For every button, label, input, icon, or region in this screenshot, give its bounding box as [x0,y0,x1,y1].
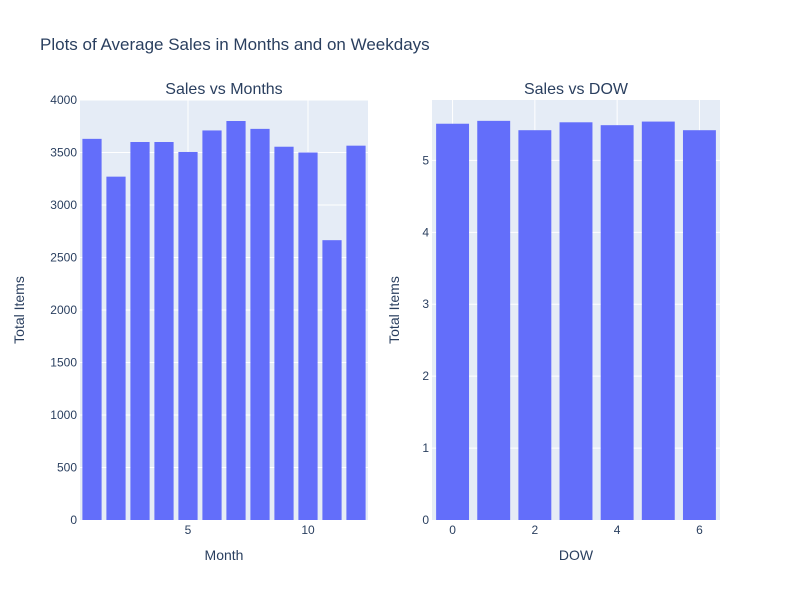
y-tick-label: 1 [422,441,429,455]
y-tick-label: 2000 [50,303,77,317]
y-tick-label: 500 [57,461,77,475]
subplot-sales-vs-months: Sales vs Months Month Total Items 0 500 10… [11,81,368,563]
bar[interactable] [130,142,150,520]
figure-title: Plots of Average Sales in Months and on … [40,35,430,54]
plot-area [432,100,720,520]
bar[interactable] [682,130,716,520]
y-tick-label: 0 [70,513,77,527]
bar[interactable] [346,145,366,521]
bar[interactable] [436,123,470,520]
bar[interactable] [274,146,294,520]
bar[interactable] [641,121,675,520]
x-tick-label: 5 [185,523,192,537]
bar[interactable] [322,240,342,521]
bar[interactable] [82,138,102,520]
bar[interactable] [154,142,174,520]
y-tick-label: 4000 [50,93,77,107]
y-tick-label: 3 [422,297,429,311]
y-tick-label: 5 [422,153,429,167]
subplot-sales-vs-dow: Sales vs DOW DOW Total Items 0 1 2 3 4 5 0 2 4 6 [386,81,720,563]
x-axis-label: DOW [559,547,594,563]
bar[interactable] [559,122,593,520]
y-tick-label: 3500 [50,146,77,160]
bar[interactable] [600,125,634,520]
y-tick-label: 2 [422,369,429,383]
x-tick-label: 10 [301,523,315,537]
y-tick-label: 0 [422,513,429,527]
bar[interactable] [298,152,318,521]
y-tick-label: 2500 [50,251,77,265]
bar[interactable] [202,130,222,520]
x-tick-label: 0 [449,523,456,537]
x-tick-label: 6 [696,523,703,537]
x-axis-label: Month [205,547,244,563]
bar[interactable] [106,176,126,520]
y-tick-label: 4 [422,225,429,239]
bar[interactable] [226,121,246,520]
y-tick-label: 3000 [50,198,77,212]
x-tick-label: 2 [532,523,539,537]
x-tick-label: 4 [614,523,621,537]
bar[interactable] [178,151,198,520]
y-tick-label: 1000 [50,408,77,422]
bar[interactable] [518,130,552,520]
plot-area [80,99,368,521]
chart-title: Sales vs DOW [524,81,629,98]
y-tick-label: 1500 [50,356,77,370]
bar[interactable] [250,128,270,520]
y-axis-label: Total Items [386,276,402,344]
bar[interactable] [477,120,511,520]
chart-title: Sales vs Months [165,81,282,98]
y-axis-label: Total Items [11,276,27,344]
